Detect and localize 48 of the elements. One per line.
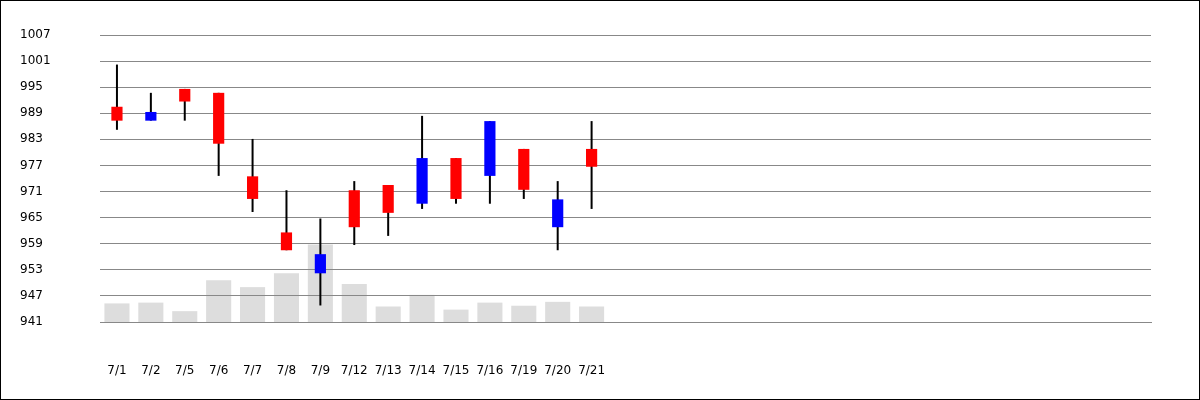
candlestick [246, 137, 259, 213]
x-tick-label: 7/1 [107, 363, 127, 378]
bar [273, 273, 300, 322]
y-tick-label: 1001 [20, 53, 51, 68]
bar [172, 311, 198, 322]
x-tick-label: 7/7 [242, 363, 263, 378]
x-tick-label: 7/8 [276, 363, 297, 378]
candlestick [314, 217, 326, 307]
x-tick-label: 7/21 [578, 363, 606, 378]
y-tick-label: 971 [20, 183, 43, 198]
candlestick [111, 63, 123, 131]
y-tick-label: 953 [20, 261, 43, 276]
bar [511, 305, 537, 322]
x-tick-label: 7/14 [408, 363, 436, 378]
x-tick-label: 7/2 [141, 363, 161, 378]
y-tick-label: 989 [20, 105, 43, 120]
y-tick-label: 1007 [20, 27, 51, 42]
bar [477, 302, 503, 322]
candlestick [280, 189, 293, 252]
y-tick-label: 983 [20, 131, 43, 146]
y-tick-label: 941 [20, 314, 43, 329]
x-tick-label: 7/13 [374, 363, 402, 378]
candlestick [586, 120, 598, 210]
x-tick-label: 7/16 [476, 363, 504, 378]
bar [579, 306, 605, 322]
y-tick-label: 965 [20, 209, 43, 224]
y-tick-label: 977 [20, 157, 43, 172]
candlestick [145, 91, 157, 122]
y-tick-label: 995 [20, 79, 43, 94]
bar [104, 303, 130, 322]
bar [545, 301, 571, 322]
bar [443, 309, 469, 322]
bar [138, 302, 164, 322]
x-tick-label: 7/5 [175, 363, 195, 378]
y-tick-label: 947 [20, 288, 43, 303]
y-tick-label: 959 [20, 235, 43, 250]
bar [206, 280, 232, 322]
x-tick-label: 7/20 [544, 363, 572, 378]
bar [409, 294, 435, 322]
x-tick-label: 7/19 [510, 363, 538, 378]
x-tick-label: 7/9 [310, 363, 331, 378]
bar [240, 287, 266, 322]
bar [341, 284, 367, 322]
candlestick [179, 87, 191, 122]
x-tick-label: 7/6 [209, 363, 229, 378]
x-tick-label: 7/15 [442, 363, 470, 378]
x-tick-label: 7/12 [340, 363, 368, 378]
bar [375, 306, 401, 322]
